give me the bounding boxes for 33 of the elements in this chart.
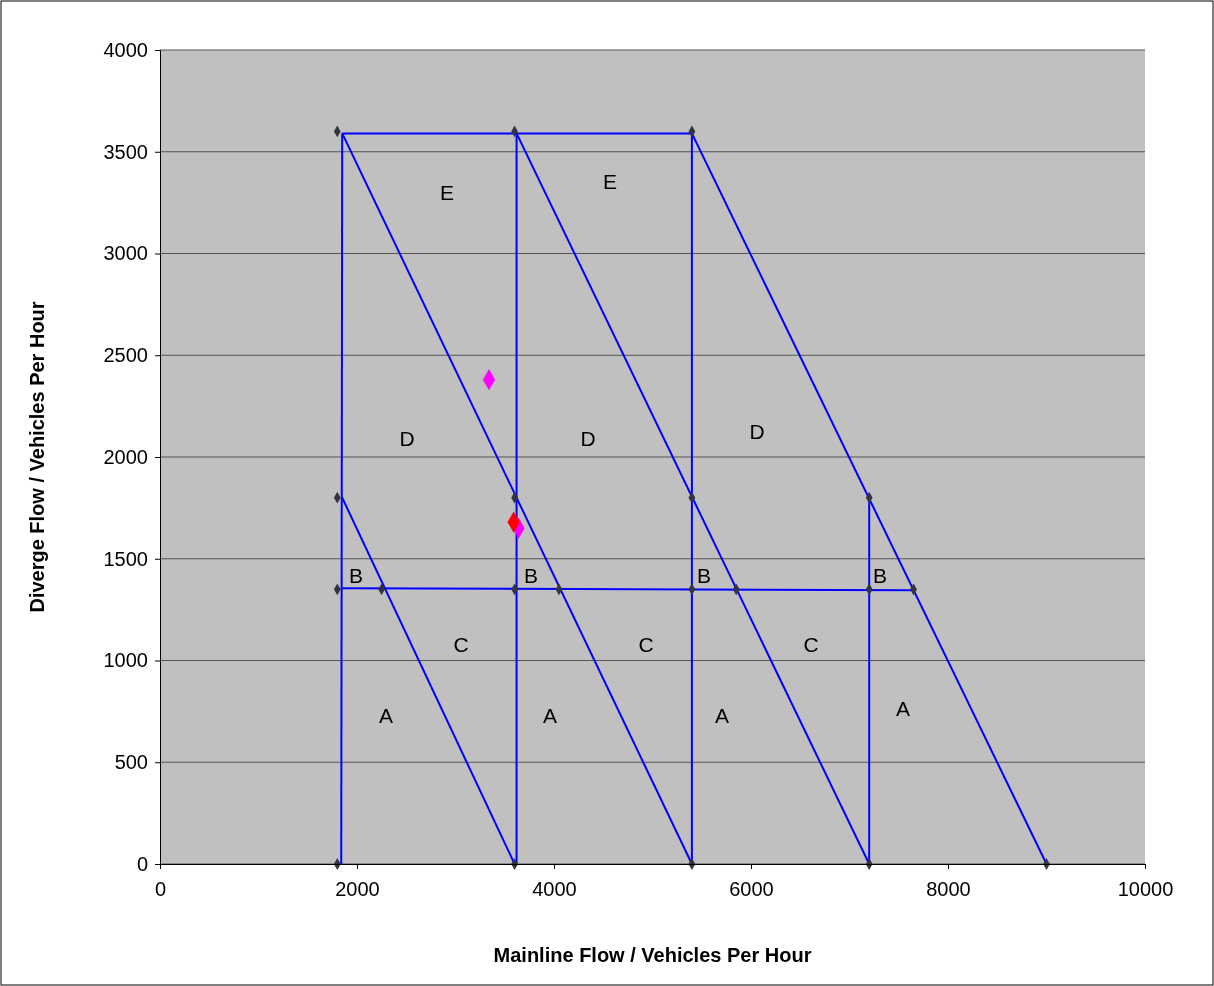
x-tick-label: 4000 [532,878,577,900]
x-tick-label: 6000 [729,878,774,900]
y-tick-label: 3000 [103,242,148,265]
annotation: A [714,704,730,728]
y-tick-label: 2500 [103,344,148,367]
annotation: E [439,181,455,205]
annotation: D [580,427,596,451]
y-tick-label: 2000 [103,445,148,468]
annotation: B [872,564,888,588]
y-tick-label: 1000 [103,649,148,672]
x-axis-title: Mainline Flow / Vehicles Per Hour [493,944,812,966]
annotation: C [453,633,469,657]
annotation: A [895,697,911,721]
y-tick-label: 0 [136,852,148,875]
y-tick-label: 500 [114,751,148,774]
annotation: D [749,420,765,444]
y-tick-label: 1500 [103,547,148,570]
annotation: A [378,704,394,728]
y-tick-label: 4000 [103,38,148,61]
y-axis-title: Diverge Flow / Vehicles Per Hour [26,301,48,613]
annotation: E [602,170,618,194]
annotation: B [523,564,539,588]
y-tick-label: 3500 [103,140,148,163]
annotation: B [348,564,364,588]
annotation: B [696,564,712,588]
annotation: C [638,633,654,657]
x-tick-label: 2000 [335,878,380,900]
annotation: A [542,704,558,728]
annotation: D [399,427,415,451]
x-tick-label: 8000 [926,878,971,900]
annotation: C [803,633,819,657]
x-tick-label: 10000 [1117,878,1174,900]
x-tick-label: 0 [154,878,167,900]
